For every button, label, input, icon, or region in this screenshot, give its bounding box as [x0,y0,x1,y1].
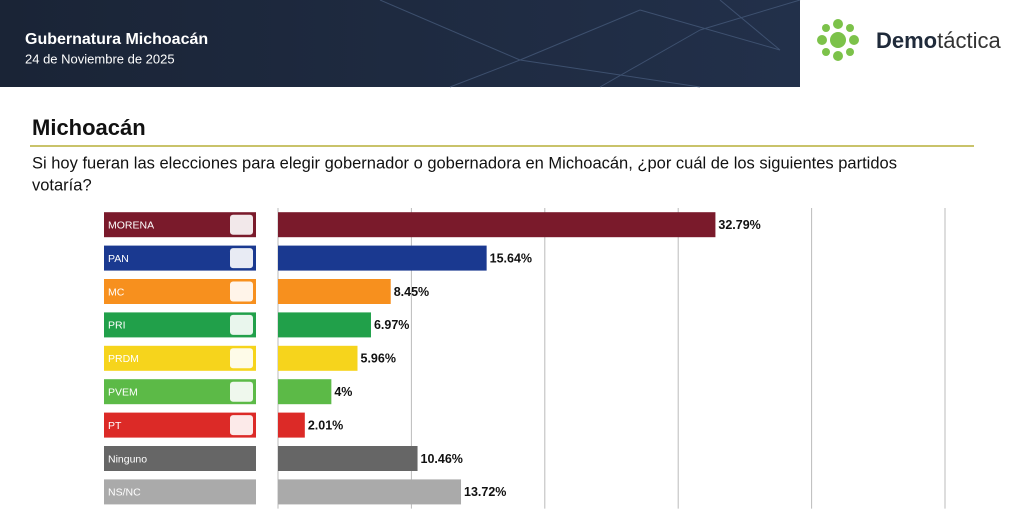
category-label: PRDM [108,353,139,365]
header-band [0,0,800,87]
value-label: 4% [334,385,352,399]
header-title: Gubernatura Michoacán [25,31,208,48]
category-label: PT [108,420,122,432]
party-logo [230,281,253,302]
category-box [104,479,256,505]
category-label: PRI [108,320,126,332]
category-label: PVEM [108,386,138,398]
bar [278,312,371,338]
value-label: 6.97% [374,318,409,332]
bar [278,245,487,271]
bar [278,345,358,371]
bar [278,479,462,505]
category-label: NS/NC [108,487,141,499]
category-label: MORENA [108,219,154,231]
value-label: 2.01% [308,418,343,432]
value-label: 10.46% [421,452,463,466]
value-label: 8.45% [394,285,429,299]
party-logo [230,348,253,369]
party-logo [230,314,253,335]
logo-mark [817,19,859,61]
value-label: 5.96% [361,352,396,366]
question-line: Si hoy fueran las elecciones para elegir… [32,154,897,172]
bar [278,279,391,304]
logo-text-b: táctica [937,28,1001,53]
question-line: votaría? [32,176,92,194]
section-title: Michoacán [32,115,146,140]
logo-text: Demotáctica [876,28,1001,53]
header-network [379,0,801,88]
bar [278,212,716,238]
party-logo [230,415,253,436]
value-label: 15.64% [490,251,532,265]
category-label: MC [108,286,125,298]
bar [278,446,418,471]
value-label: 13.72% [464,485,506,499]
chart: MORENA 32.79% PAN 15.64% MC 8.45% PRI 6.97% PRDM… [104,208,946,509]
bar [278,379,332,405]
bar [278,412,305,438]
value-label: 32.79% [718,218,760,232]
category-label: Ninguno [108,453,147,465]
party-logo [230,381,253,402]
logo-text-a: Demo [876,28,937,53]
category-label: PAN [108,253,129,265]
party-logo [230,214,253,235]
party-logo [230,248,253,269]
category-box [104,446,256,471]
header-date: 24 de Noviembre de 2025 [25,51,175,66]
